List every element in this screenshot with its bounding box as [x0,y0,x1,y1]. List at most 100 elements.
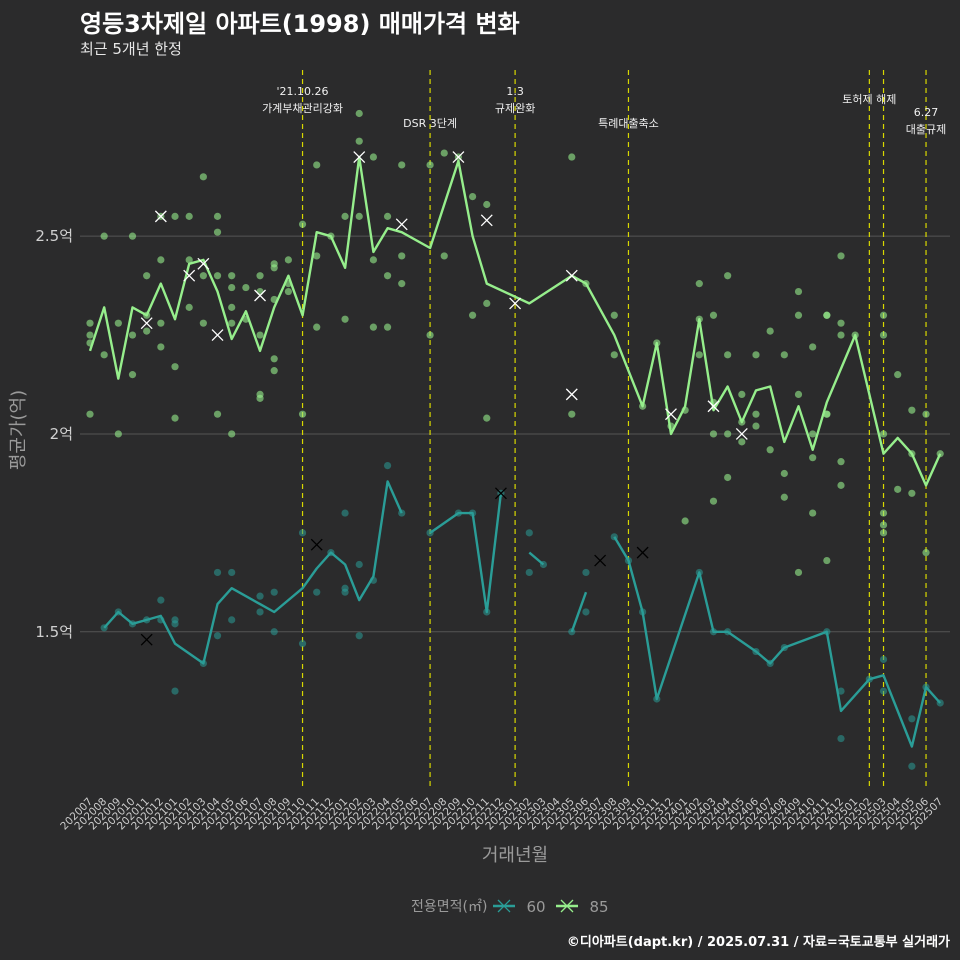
data-point-85 [440,149,448,157]
data-point-60 [908,762,916,770]
data-point-85 [398,252,406,260]
data-point-85 [568,153,576,161]
data-point-85 [256,331,264,339]
data-point-60 [270,628,278,636]
data-point-60 [582,608,590,616]
data-point-85 [440,252,448,260]
data-point-85 [568,410,576,418]
data-point-85 [100,232,108,240]
data-point-85 [837,319,845,327]
cross-marker-85 [140,317,153,330]
data-point-85 [879,331,888,339]
data-point-60 [837,734,845,743]
data-point-85 [837,331,845,339]
data-point-85 [86,331,94,339]
cross-marker-60 [594,554,607,567]
data-point-85 [157,343,165,351]
data-point-85 [284,256,292,264]
data-point-85 [213,410,222,418]
data-point-85 [879,529,888,537]
data-point-85 [794,311,803,319]
data-point-60 [341,584,349,592]
data-point-85 [143,327,151,335]
event-label: 토허제 해제 [842,92,896,106]
data-point-85 [922,410,930,418]
data-point-85 [738,390,746,398]
data-point-85 [298,410,307,418]
data-point-60 [525,568,533,577]
data-point-85 [242,283,250,292]
data-point-85 [228,272,236,280]
data-point-85 [114,319,122,327]
data-point-85 [780,493,788,501]
data-point-85 [199,173,207,181]
data-point-85 [724,351,732,359]
data-point-85 [313,161,321,169]
data-point-60 [256,592,264,600]
data-point-85 [213,272,222,280]
cross-marker-60 [636,546,649,559]
data-point-85 [341,315,349,323]
data-point-85 [681,517,689,525]
y-tick-label: 2억 [50,425,73,443]
data-point-85 [355,212,363,220]
event-label: 규제완화 [495,102,535,115]
data-point-85 [695,280,703,288]
data-point-85 [369,153,377,161]
data-point-85 [483,299,491,308]
data-point-85 [171,414,179,422]
data-point-85 [724,473,732,482]
data-point-85 [695,351,703,359]
cross-marker-85 [565,269,578,282]
data-point-85 [724,430,732,438]
event-label: DSR 3단계 [403,117,457,130]
data-point-85 [383,323,392,331]
data-point-85 [128,232,137,240]
data-point-85 [143,272,151,280]
cross-marker-85 [707,400,720,413]
cross-marker-85 [452,151,465,163]
data-point-85 [823,311,831,319]
data-point-85 [724,272,732,280]
data-point-85 [284,287,292,296]
data-point-85 [738,438,746,446]
data-point-85 [908,489,916,497]
series-line-60 [613,536,942,748]
data-point-85 [100,351,108,359]
data-point-85 [922,549,930,557]
data-point-85 [256,272,264,280]
data-point-85 [228,319,236,327]
data-point-85 [809,509,817,517]
chart-title: 영등3차제일 아파트(1998) 매매가격 변화 [80,10,520,38]
data-point-85 [213,228,222,236]
data-point-85 [837,481,845,489]
data-point-85 [157,256,165,264]
data-point-85 [313,323,321,331]
data-point-85 [809,343,817,351]
data-point-85 [185,212,193,220]
data-point-85 [766,327,774,335]
data-point-85 [86,319,94,327]
data-point-60 [837,687,845,695]
data-point-60 [313,588,321,596]
data-point-60 [355,632,363,640]
data-point-85 [270,264,278,272]
data-point-85 [709,497,718,505]
series-line-60 [528,551,545,566]
data-point-85 [228,283,236,292]
data-point-85 [837,458,845,466]
data-point-85 [426,161,434,169]
data-point-85 [894,371,902,379]
data-point-85 [809,454,817,462]
event-label: '21.10.26 [277,85,329,98]
data-point-60 [213,632,222,640]
data-point-85 [468,311,477,319]
data-point-85 [894,485,902,493]
data-point-85 [752,351,760,359]
data-point-85 [298,220,307,228]
data-point-85 [355,137,363,145]
event-label: 6.27 [914,106,939,119]
data-point-85 [369,256,377,264]
data-point-85 [908,406,916,414]
